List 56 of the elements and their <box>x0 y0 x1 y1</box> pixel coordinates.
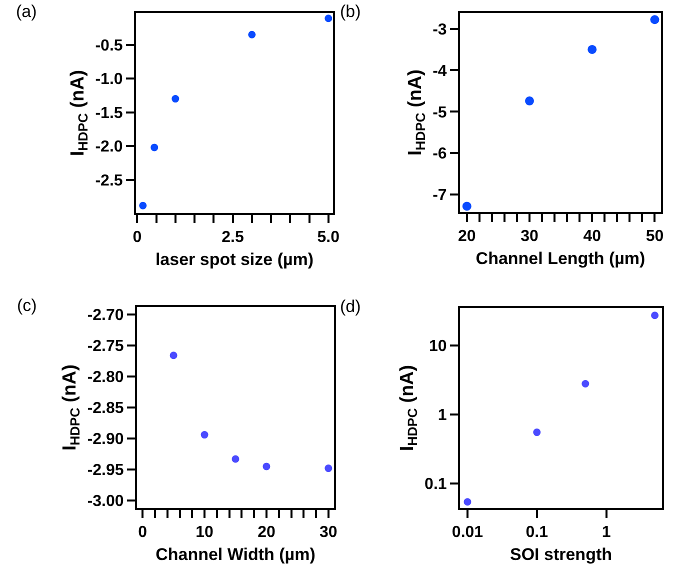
y-tick-label: -3 <box>432 21 447 38</box>
x-axis-title: SOI strength <box>510 545 612 564</box>
point <box>150 144 158 152</box>
point <box>200 431 208 439</box>
y-tick-label: -6 <box>432 146 447 163</box>
x-tick-label: 0 <box>132 229 142 246</box>
x-tick-label: 50 <box>646 228 664 246</box>
y-tick-label: -3.00 <box>87 493 124 510</box>
chart-title: (a) <box>16 2 37 21</box>
x-tick-label: 30 <box>320 524 338 542</box>
y-tick-label: -4 <box>432 62 447 80</box>
y-tick-label: -5 <box>432 104 447 122</box>
x-tick-label: 0.01 <box>452 524 484 542</box>
x-tick-label: 0.1 <box>526 524 548 542</box>
y-tick-label: -2.90 <box>87 431 124 448</box>
x-tick-label: 40 <box>583 228 602 246</box>
point <box>324 14 332 22</box>
point <box>139 202 147 210</box>
point <box>172 95 180 103</box>
point <box>170 352 178 360</box>
point <box>248 30 256 38</box>
point <box>650 15 660 24</box>
point <box>324 464 332 472</box>
x-tick-label: 20 <box>258 524 276 542</box>
x-axis-title: Channel Length (µm) <box>476 249 646 268</box>
chart-title: (b) <box>340 2 361 21</box>
x-tick-label: 0 <box>138 524 148 542</box>
y-tick-label: -7 <box>432 187 447 204</box>
x-axis-title: laser spot size (µm) <box>155 250 314 270</box>
y-tick-label: -2.75 <box>87 338 124 356</box>
y-tick-label: 10 <box>429 338 447 355</box>
chart-title: (d) <box>340 297 361 316</box>
point <box>262 462 270 470</box>
y-tick-label: -2.70 <box>87 307 124 324</box>
x-tick-label: 30 <box>520 228 538 246</box>
x-tick-label: 20 <box>458 228 476 246</box>
y-tick-label: 1 <box>438 406 447 424</box>
y-tick-label: -2.95 <box>87 462 124 480</box>
x-tick-label: 1 <box>602 524 611 542</box>
y-tick-label: -1.0 <box>95 71 123 88</box>
x-axis-title: Channel Width (µm) <box>156 545 316 564</box>
x-tick-label: 2.5 <box>222 229 244 246</box>
y-tick-label: -2.5 <box>95 172 123 190</box>
point <box>525 96 534 106</box>
y-tick-label: -2.85 <box>87 400 124 418</box>
x-tick-label: 10 <box>196 524 214 542</box>
point <box>462 202 472 211</box>
y-tick-label: -2.80 <box>87 369 124 386</box>
chart-title: (c) <box>17 296 37 315</box>
y-tick-label: 0.1 <box>424 476 447 493</box>
y-tick-label: -1.5 <box>95 104 123 122</box>
point <box>232 455 240 463</box>
point <box>588 44 597 54</box>
x-tick-label: 5.0 <box>317 229 340 246</box>
y-tick-label: -2.0 <box>95 138 123 156</box>
y-tick-label: -0.5 <box>95 37 123 54</box>
